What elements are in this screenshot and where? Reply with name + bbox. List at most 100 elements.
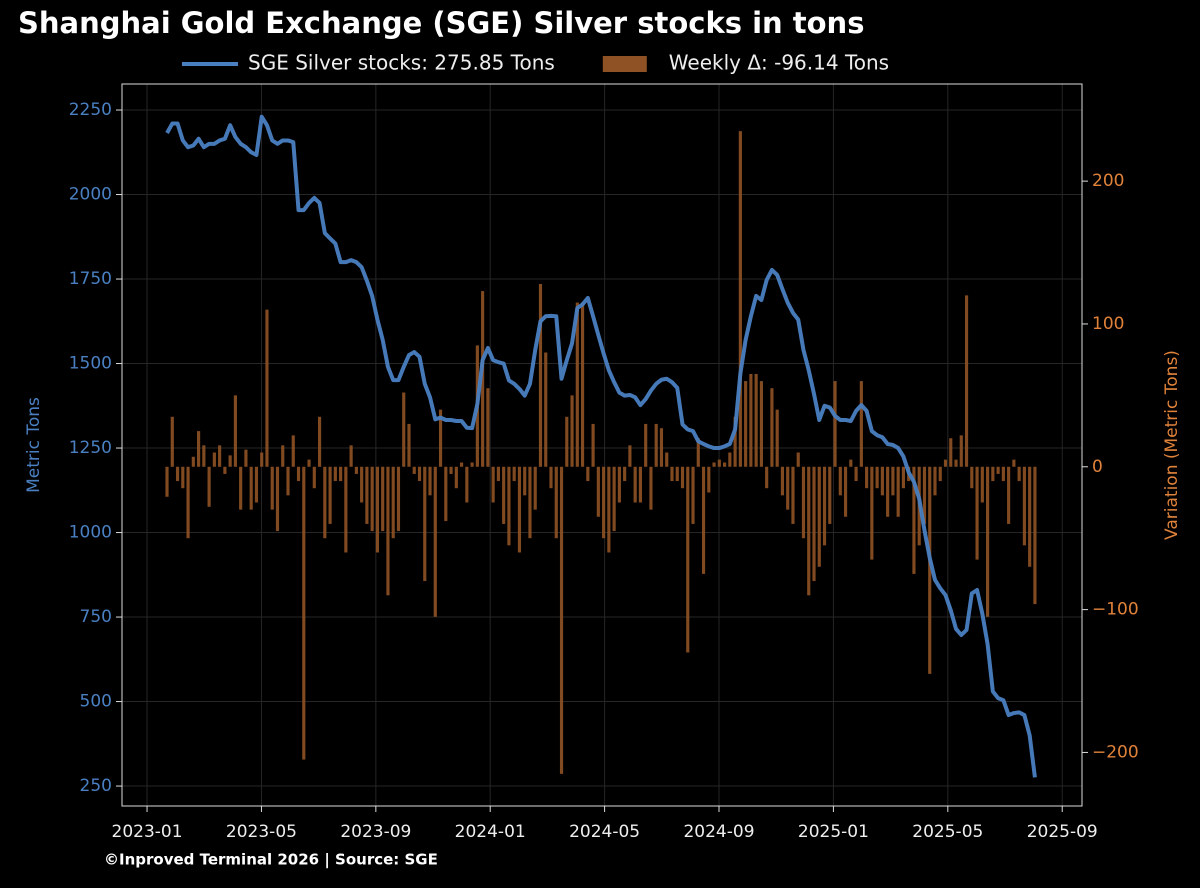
bar (333, 466, 337, 482)
bar (928, 466, 932, 674)
bar (670, 466, 674, 482)
x-tick-label: 2025-09 (1027, 822, 1098, 842)
bar (838, 466, 842, 496)
bar (507, 466, 511, 546)
bar (254, 466, 259, 503)
y-tick-label: 2250 (69, 100, 112, 120)
bar (817, 466, 821, 567)
bar (901, 466, 906, 489)
y2-tick-label: 200 (1092, 171, 1124, 191)
bar (470, 462, 474, 467)
bar (959, 435, 963, 467)
footer: ©Inproved Terminal 2026 | Source: SGE (104, 851, 438, 870)
bar (249, 466, 253, 510)
bar (533, 466, 537, 510)
bar (991, 466, 995, 482)
bar (538, 283, 543, 467)
x-tick-label: 2024-05 (569, 822, 640, 842)
bar (623, 466, 627, 482)
bar (281, 445, 285, 467)
bar (570, 395, 574, 467)
bar (986, 466, 990, 617)
bar (754, 373, 758, 467)
bar (502, 466, 506, 524)
bar (170, 416, 174, 467)
bar (239, 466, 243, 510)
bar (165, 466, 169, 497)
bar (896, 466, 900, 517)
bar (402, 392, 406, 467)
bar (812, 466, 816, 582)
bar (233, 395, 237, 467)
bar (875, 466, 879, 489)
bar (433, 466, 437, 617)
bar (323, 466, 327, 539)
y2-tick-label: 100 (1092, 314, 1124, 334)
bar (701, 466, 706, 574)
bar (696, 438, 700, 467)
bar (859, 381, 863, 467)
legend-swatch (602, 56, 647, 72)
bar (980, 466, 984, 503)
bar (481, 291, 485, 467)
bar (891, 466, 895, 496)
bar (1022, 466, 1026, 546)
x-tick-label: 2023-09 (340, 822, 411, 842)
bar (964, 295, 969, 467)
bar (886, 466, 890, 517)
bar (854, 466, 858, 482)
bar (312, 466, 316, 489)
bar (407, 423, 411, 467)
bar (344, 466, 348, 553)
bar (465, 466, 469, 503)
bar (1017, 466, 1021, 482)
y-tick-label: 500 (80, 692, 112, 712)
bar (586, 466, 590, 482)
bar (296, 466, 301, 482)
bar (412, 466, 416, 474)
bar (765, 466, 769, 489)
bar (197, 431, 201, 467)
bar (354, 466, 358, 474)
bar (559, 466, 564, 774)
bar (370, 466, 374, 532)
bar (865, 466, 869, 489)
y-axis-label: Metric Tons (24, 397, 44, 493)
bar (317, 416, 322, 467)
bar (602, 466, 606, 539)
bar (486, 388, 490, 467)
bar (454, 466, 458, 489)
bar (375, 466, 380, 553)
bar (659, 428, 664, 467)
bar (786, 466, 790, 510)
y2-tick-label: 0 (1092, 457, 1103, 477)
bar (260, 452, 264, 467)
bar (417, 466, 422, 482)
legend-label: SGE Silver stocks: 275.85 Tons (248, 51, 555, 75)
bar (996, 466, 1000, 474)
bar (628, 445, 632, 467)
bar (733, 416, 737, 467)
bar (265, 309, 269, 467)
y2-tick-label: −200 (1092, 742, 1139, 762)
bar (717, 459, 721, 467)
bar (275, 466, 280, 532)
bar (712, 462, 716, 467)
bar (428, 466, 432, 496)
bar (738, 131, 742, 467)
line (165, 114, 1037, 778)
bar (612, 466, 616, 532)
bar (1007, 466, 1011, 524)
bar (633, 466, 637, 503)
bar (460, 462, 464, 467)
bar (607, 466, 611, 553)
bar (339, 466, 343, 482)
y-tick-label: 1250 (69, 438, 112, 458)
bar (843, 466, 848, 517)
bar (381, 466, 385, 532)
bar (302, 466, 306, 760)
bar (649, 466, 653, 510)
x-tick-label: 2023-05 (226, 822, 297, 842)
bar (223, 466, 227, 474)
